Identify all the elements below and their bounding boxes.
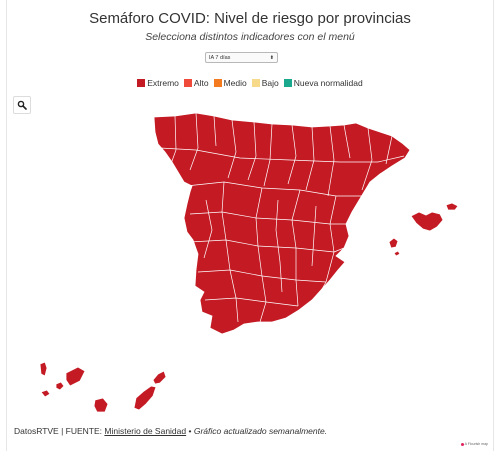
mallorca-island[interactable] — [410, 211, 444, 232]
legend-item-nueva-normalidad[interactable]: Nueva normalidad — [283, 78, 363, 88]
el-hierro-island[interactable] — [40, 389, 51, 398]
tenerife-island[interactable] — [65, 366, 86, 387]
map-frame — [6, 0, 494, 451]
formentera-island[interactable] — [393, 250, 401, 257]
menorca-island[interactable] — [445, 202, 459, 211]
legend-swatch — [183, 79, 192, 87]
legend-swatch — [283, 79, 292, 87]
footer-source-prefix: DatosRTVE | FUENTE: — [14, 426, 105, 436]
legend-item-medio[interactable]: Medio — [213, 78, 247, 88]
legend-label: Alto — [193, 78, 209, 88]
page-title: Semáforo COVID: Nivel de riesgo por prov… — [89, 10, 411, 27]
legend-swatch — [251, 79, 260, 87]
fuerteventura-island[interactable] — [133, 385, 157, 411]
legend-item-extremo[interactable]: Extremo — [137, 78, 179, 88]
select-arrows-icon: ⬍ — [269, 55, 274, 61]
legend-label: Bajo — [261, 78, 279, 88]
indicator-select[interactable]: IA 7 días ⬍ — [205, 52, 278, 63]
source-link[interactable]: Ministerio de Sanidad — [104, 426, 187, 436]
page-subtitle: Selecciona distintos indicadores con el … — [145, 31, 355, 43]
legend: Extremo Alto Medio Bajo Nueva normalidad — [0, 78, 500, 88]
indicator-select-value: IA 7 días — [209, 55, 231, 61]
footer: DatosRTVE | FUENTE: Ministerio de Sanida… — [14, 426, 327, 436]
la-palma-island[interactable] — [39, 361, 48, 377]
peninsula-region[interactable] — [153, 112, 411, 335]
footer-bullet: • — [186, 426, 194, 436]
map-regions — [39, 112, 459, 413]
lanzarote-island[interactable] — [152, 370, 167, 385]
footer-note: Gráfico actualizado semanalmente. — [193, 426, 328, 436]
flourish-logo-icon — [460, 442, 464, 446]
legend-swatch — [213, 79, 222, 87]
legend-item-alto[interactable]: Alto — [183, 78, 209, 88]
gran-canaria-island[interactable] — [93, 397, 109, 413]
legend-label: Extremo — [147, 78, 179, 88]
legend-item-bajo[interactable]: Bajo — [251, 78, 279, 88]
flourish-credit[interactable]: A Flourish map — [460, 442, 488, 446]
la-gomera-island[interactable] — [55, 381, 65, 391]
credit-text: A Flourish map — [464, 442, 488, 446]
province-borders — [159, 112, 405, 323]
search-icon — [17, 100, 27, 110]
ibiza-island[interactable] — [388, 237, 399, 249]
legend-swatch — [137, 79, 146, 87]
search-button[interactable] — [13, 96, 31, 114]
legend-label: Medio — [223, 78, 247, 88]
legend-label: Nueva normalidad — [293, 78, 363, 88]
